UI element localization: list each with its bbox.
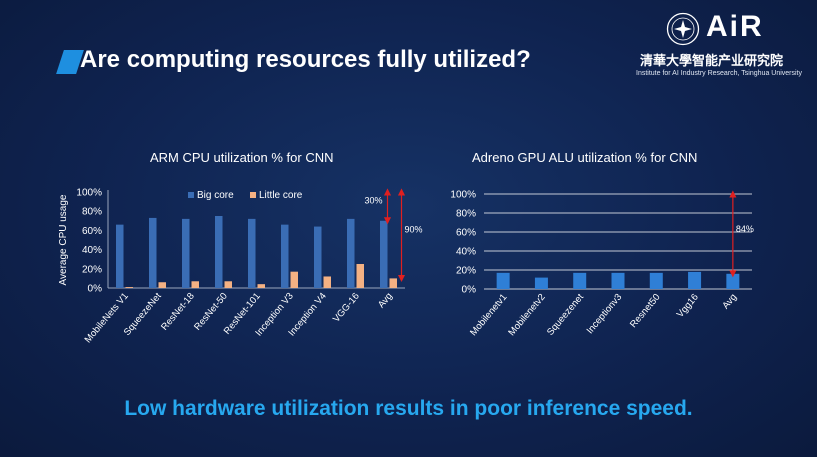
gpu-category-label: Resnet50 [628,292,663,330]
gpu-category-label: Mobilenetv2 [506,292,547,338]
cpu-big-core-bar [116,224,124,288]
institute-name-en: Institute for AI Industry Research, Tsin… [636,70,803,77]
gpu-bar [534,277,548,289]
cpu-big-core-bar [248,218,256,288]
slide-title: Are computing resources fully utilized? [80,46,531,73]
cpu-little-core-bar [224,281,232,288]
cpu-big-core-bar [314,226,322,288]
tsinghua-seal-icon [666,12,700,46]
cpu-legend-label: Big core [197,190,234,201]
cpu-legend-swatch [250,192,256,198]
cpu-y-tick-label: 20% [82,264,102,275]
gpu-bar [726,273,740,289]
cpu-big-core-bar [347,218,355,288]
cpu-y-tick-label: 80% [82,207,102,218]
cpu-gap-label-little: 90% [405,224,423,234]
gpu-y-tick-label: 0% [462,285,477,296]
cpu-legend-label: Little core [259,190,303,201]
cpu-big-core-bar [182,218,190,288]
gpu-category-label: Mobilenetv1 [468,292,509,338]
gpu-bar [496,272,510,289]
cpu-little-core-bar [290,271,298,288]
gpu-y-tick-label: 100% [450,190,476,201]
cpu-little-core-bar [191,281,199,288]
gpu-category-label: Vgg16 [675,292,701,320]
gpu-category-label: Squeezenet [545,292,586,338]
cpu-y-axis-label: Average CPU usage [58,194,69,285]
gpu-y-tick-label: 20% [456,266,476,277]
gpu-bar [611,272,625,289]
gpu-bar [688,271,702,289]
gpu-category-label: Avg [720,292,739,311]
gpu-y-tick-label: 80% [456,209,476,220]
gpu-y-tick-label: 40% [456,247,476,258]
cpu-big-core-bar [215,216,223,288]
cpu-y-tick-label: 100% [76,188,102,199]
cpu-big-core-bar [380,220,388,288]
cpu-big-core-bar [281,224,289,288]
gpu-category-label: Inceptionv3 [585,292,625,336]
conclusion-text: Low hardware utilization results in poor… [124,397,693,420]
cpu-little-core-bar [356,264,364,288]
gpu-chart-title: Adreno GPU ALU utilization % for CNN [472,150,698,165]
cpu-little-core-bar [257,284,265,288]
cpu-y-tick-label: 0% [88,284,103,295]
gpu-gap-label: 84% [736,224,754,234]
gpu-bar [573,272,587,289]
gpu-y-tick-label: 60% [456,228,476,239]
cpu-little-core-bar [323,276,331,288]
cpu-little-core-bar [389,278,397,288]
cpu-y-tick-label: 40% [82,245,102,256]
gpu-bar [649,272,663,289]
cpu-little-core-bar [158,282,166,288]
cpu-big-core-bar [149,217,157,288]
institute-name-cn: 清華大學智能产业研究院 [640,53,784,68]
cpu-gap-label-big: 30% [364,196,382,206]
cpu-chart-title: ARM CPU utilization % for CNN [150,150,334,165]
cpu-y-tick-label: 60% [82,226,102,237]
cpu-legend-swatch [188,192,194,198]
cpu-little-core-bar [125,287,133,288]
air-logo: AiR [706,10,764,43]
